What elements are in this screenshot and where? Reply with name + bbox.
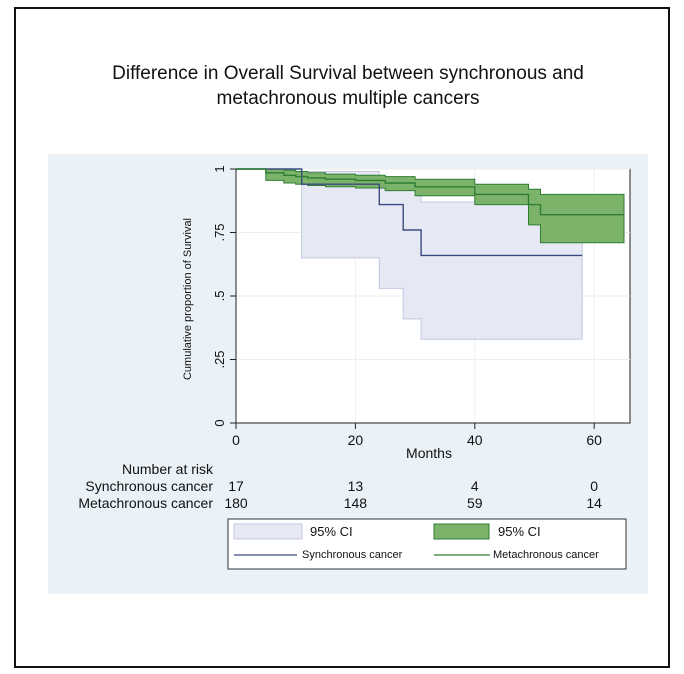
x-tick-label-1: 20 (348, 432, 364, 448)
x-tick-label-2: 40 (467, 432, 483, 448)
y-tick-label-4: 1 (212, 165, 227, 172)
risk-value-0-0: 17 (228, 478, 244, 494)
chart-title-line-1: Difference in Overall Survival between s… (112, 63, 584, 84)
legend-synchronous-ci-swatch (233, 523, 303, 540)
x-axis-label: Months (406, 445, 452, 461)
survival-chart: Difference in Overall Survival between s… (48, 63, 648, 594)
risk-row-label-metachronous: Metachronous cancer (78, 495, 213, 511)
axes: 0 .25 .5 .75 1 0 20 40 60 (212, 165, 630, 448)
legend-synchronous-ci-label: 95% CI (310, 524, 353, 539)
risk-value-0-1: 13 (348, 478, 364, 494)
x-tick-label-0: 0 (232, 432, 240, 448)
legend-metachronous-ci-label: 95% CI (498, 524, 541, 539)
risk-value-0-3: 0 (590, 478, 598, 494)
survival-lines (236, 168, 624, 257)
risk-value-1-2: 59 (467, 495, 483, 511)
y-tick-label-0: 0 (212, 419, 227, 426)
y-tick-label-2: .5 (212, 291, 227, 302)
figure-frame: Difference in Overall Survival between s… (14, 7, 670, 668)
legend-metachronous-ci-swatch (433, 523, 490, 540)
confidence-bands (236, 168, 625, 340)
risk-table-title: Number at risk (122, 461, 214, 477)
y-tick-label-1: .25 (212, 350, 227, 368)
legend: 95% CI 95% CI Synchronous cancer Metachr… (227, 518, 627, 570)
y-axis-label: Cumulative proportion of Survival (182, 218, 194, 380)
x-tick-label-3: 60 (586, 432, 602, 448)
survival-line-metachronous (236, 168, 624, 216)
y-tick-label-3: .75 (212, 223, 227, 241)
risk-row-label-synchronous: Synchronous cancer (85, 478, 213, 494)
risk-value-1-0: 180 (224, 495, 248, 511)
risk-value-1-3: 14 (586, 495, 602, 511)
ci-band-metachronous (236, 168, 625, 244)
chart-title-line-2: metachronous multiple cancers (217, 88, 480, 109)
risk-table: Number at risk Synchronous cancer Metach… (78, 461, 602, 511)
ci-band-synchronous (236, 168, 583, 340)
legend-metachronous-label: Metachronous cancer (493, 549, 599, 561)
risk-value-1-1: 148 (344, 495, 368, 511)
legend-synchronous-label: Synchronous cancer (302, 549, 403, 561)
risk-value-0-2: 4 (471, 478, 479, 494)
